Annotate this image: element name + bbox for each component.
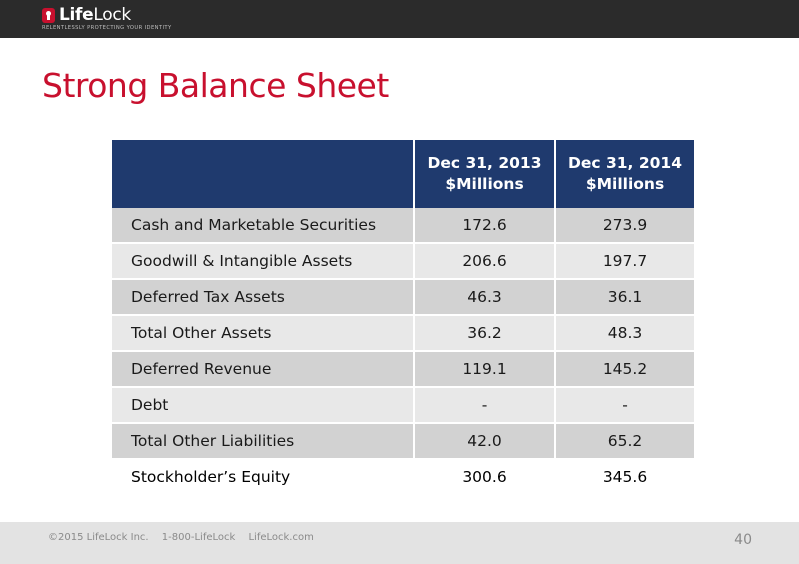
table-row: Goodwill & Intangible Assets 206.6 197.7 [112,243,694,280]
row-label: Total Other Assets [112,315,415,352]
header-2014: Dec 31, 2014 $Millions [555,140,694,208]
logo-lock-text: Lock [93,5,131,25]
value-2013: 300.6 [414,459,556,496]
table-row: Deferred Revenue 119.1 145.2 [112,351,694,388]
table-row: Stockholder’s Equity 300.6 345.6 [112,459,694,496]
table-row: Total Other Assets 36.2 48.3 [112,315,694,352]
header-label-cell [112,140,415,208]
value-2014: 36.1 [555,279,694,316]
value-2013: 36.2 [414,315,556,352]
row-label: Goodwill & Intangible Assets [112,243,415,280]
value-2014: 273.9 [555,208,694,244]
slide-title: Strong Balance Sheet [42,66,389,105]
value-2013: 46.3 [414,279,556,316]
lifelock-logo: Life Lock RELENTLESSLY PROTECTING YOUR ID… [42,5,172,32]
header-2013: Dec 31, 2013 $Millions [414,140,556,208]
table-header-row: Dec 31, 2013 $Millions Dec 31, 2014 $Milli… [112,140,694,208]
footer-phone: 1-800-LifeLock [161,532,236,543]
value-2014: 48.3 [555,315,694,352]
row-label: Total Other Liabilities [112,423,415,460]
top-bar: Life Lock RELENTLESSLY PROTECTING YOUR ID… [0,0,799,38]
footer-copyright: ©2015 LifeLock Inc. [48,532,149,543]
value-2014: 65.2 [555,423,694,460]
value-2013: 42.0 [414,423,556,460]
row-label: Debt [112,387,415,424]
footer-site: LifeLock.com [248,532,314,543]
table-row: Total Other Liabilities 42.0 65.2 [112,423,694,460]
value-2013: 172.6 [414,208,556,244]
table-row: Deferred Tax Assets 46.3 36.1 [112,279,694,316]
value-2014: 197.7 [555,243,694,280]
row-label: Stockholder’s Equity [112,459,415,496]
value-2013: - [414,387,556,424]
lock-icon [42,7,55,23]
footer: ©2015 LifeLock Inc. 1-800-LifeLock LifeL… [0,522,799,564]
balance-sheet-table: Dec 31, 2013 $Millions Dec 31, 2014 $Milli… [112,140,694,496]
footer-text: ©2015 LifeLock Inc. 1-800-LifeLock LifeL… [48,532,324,543]
value-2014: 145.2 [555,351,694,388]
table-body: Cash and Marketable Securities 172.6 273.9… [112,208,694,496]
table-row: Debt - - [112,387,694,424]
value-2013: 119.1 [414,351,556,388]
row-label: Cash and Marketable Securities [112,208,415,244]
logo-tagline: RELENTLESSLY PROTECTING YOUR IDENTITY [42,25,172,31]
row-label: Deferred Revenue [112,351,415,388]
value-2014: 345.6 [555,459,694,496]
value-2013: 206.6 [414,243,556,280]
logo-life-text: Life [59,5,94,25]
row-label: Deferred Tax Assets [112,279,415,316]
table-row: Cash and Marketable Securities 172.6 273.9 [112,208,694,244]
value-2014: - [555,387,694,424]
page-number: 40 [734,532,752,548]
